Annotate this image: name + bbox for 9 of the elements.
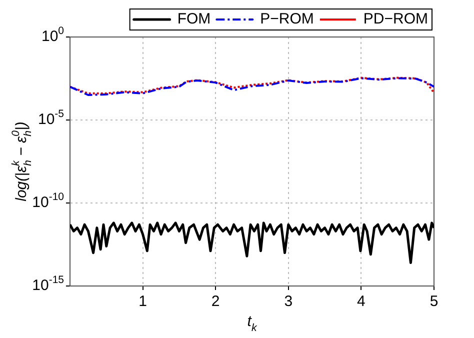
x-tick-label: 1 — [138, 293, 147, 310]
legend-label: PD−ROM — [363, 10, 428, 28]
x-tick-label: 3 — [284, 293, 293, 310]
legend-label: FOM — [177, 10, 211, 28]
legend-label: P−ROM — [260, 10, 314, 28]
y-axis-title: log(|εhk − εh0|) — [10, 122, 34, 202]
x-tick-label: 4 — [357, 293, 366, 310]
x-tick-label: 2 — [211, 293, 220, 310]
x-tick-label: 5 — [430, 293, 438, 310]
